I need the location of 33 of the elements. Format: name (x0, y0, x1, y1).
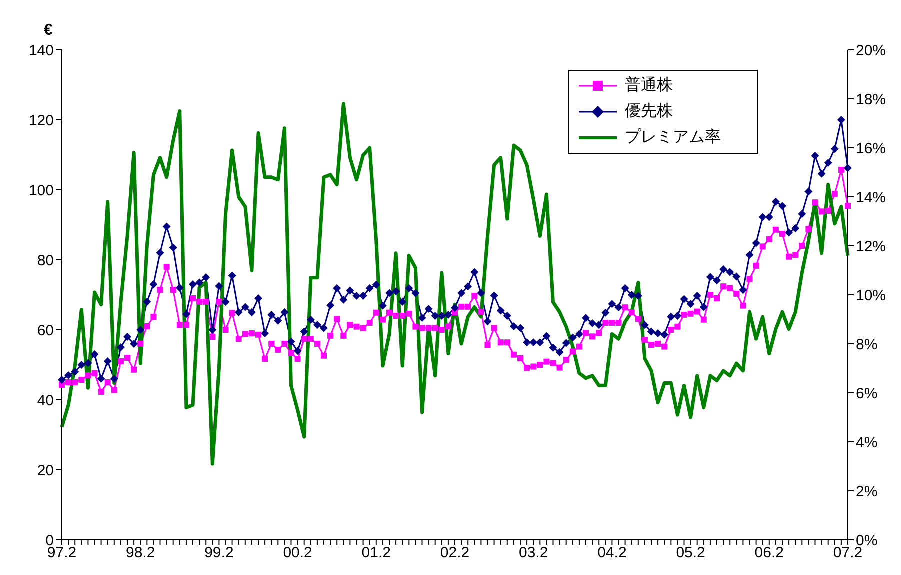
y-tick-label: 100 (28, 182, 54, 200)
x-tick-label: 02.2 (440, 544, 470, 562)
y2-tick-label: 18% (856, 91, 886, 108)
legend-label: プレミアム率 (625, 128, 721, 148)
x-tick-label: 04.2 (598, 544, 627, 562)
y-tick-label: 40 (37, 392, 54, 410)
y2-tick-label: 6% (856, 385, 878, 402)
y-axis-title: € (44, 22, 53, 40)
x-tick-label: 99.2 (204, 544, 234, 562)
y2-tick-label: 16% (856, 140, 886, 158)
x-tick-label: 06.2 (754, 544, 784, 562)
legend-label: 普通株 (625, 75, 673, 96)
y-tick-label: 140 (28, 42, 54, 60)
x-tick-label: 01.2 (362, 544, 391, 562)
line-series (60, 102, 850, 466)
y-tick-label: 120 (28, 112, 54, 130)
y-tick-label: 80 (37, 252, 54, 270)
y2-tick-label: 12% (856, 238, 886, 256)
y-tick-label: 20 (37, 462, 54, 480)
x-tick-label: 05.2 (676, 544, 706, 562)
x-tick-label: 98.2 (126, 544, 156, 562)
y2-tick-label: 4% (856, 434, 878, 452)
y2-tick-label: 8% (856, 336, 878, 354)
x-tick-label: 97.2 (47, 544, 77, 562)
y2-tick-label: 20% (856, 42, 886, 60)
x-tick-label: 00.2 (283, 544, 312, 562)
y2-tick-label: 2% (856, 483, 878, 500)
y-tick-label: 60 (37, 322, 54, 340)
x-tick-label: 07.2 (833, 544, 863, 562)
y2-tick-label: 14% (856, 189, 886, 206)
x-tick-label: 03.2 (519, 544, 548, 562)
legend-label: 優先株 (625, 102, 673, 122)
y2-tick-label: 10% (856, 287, 886, 304)
